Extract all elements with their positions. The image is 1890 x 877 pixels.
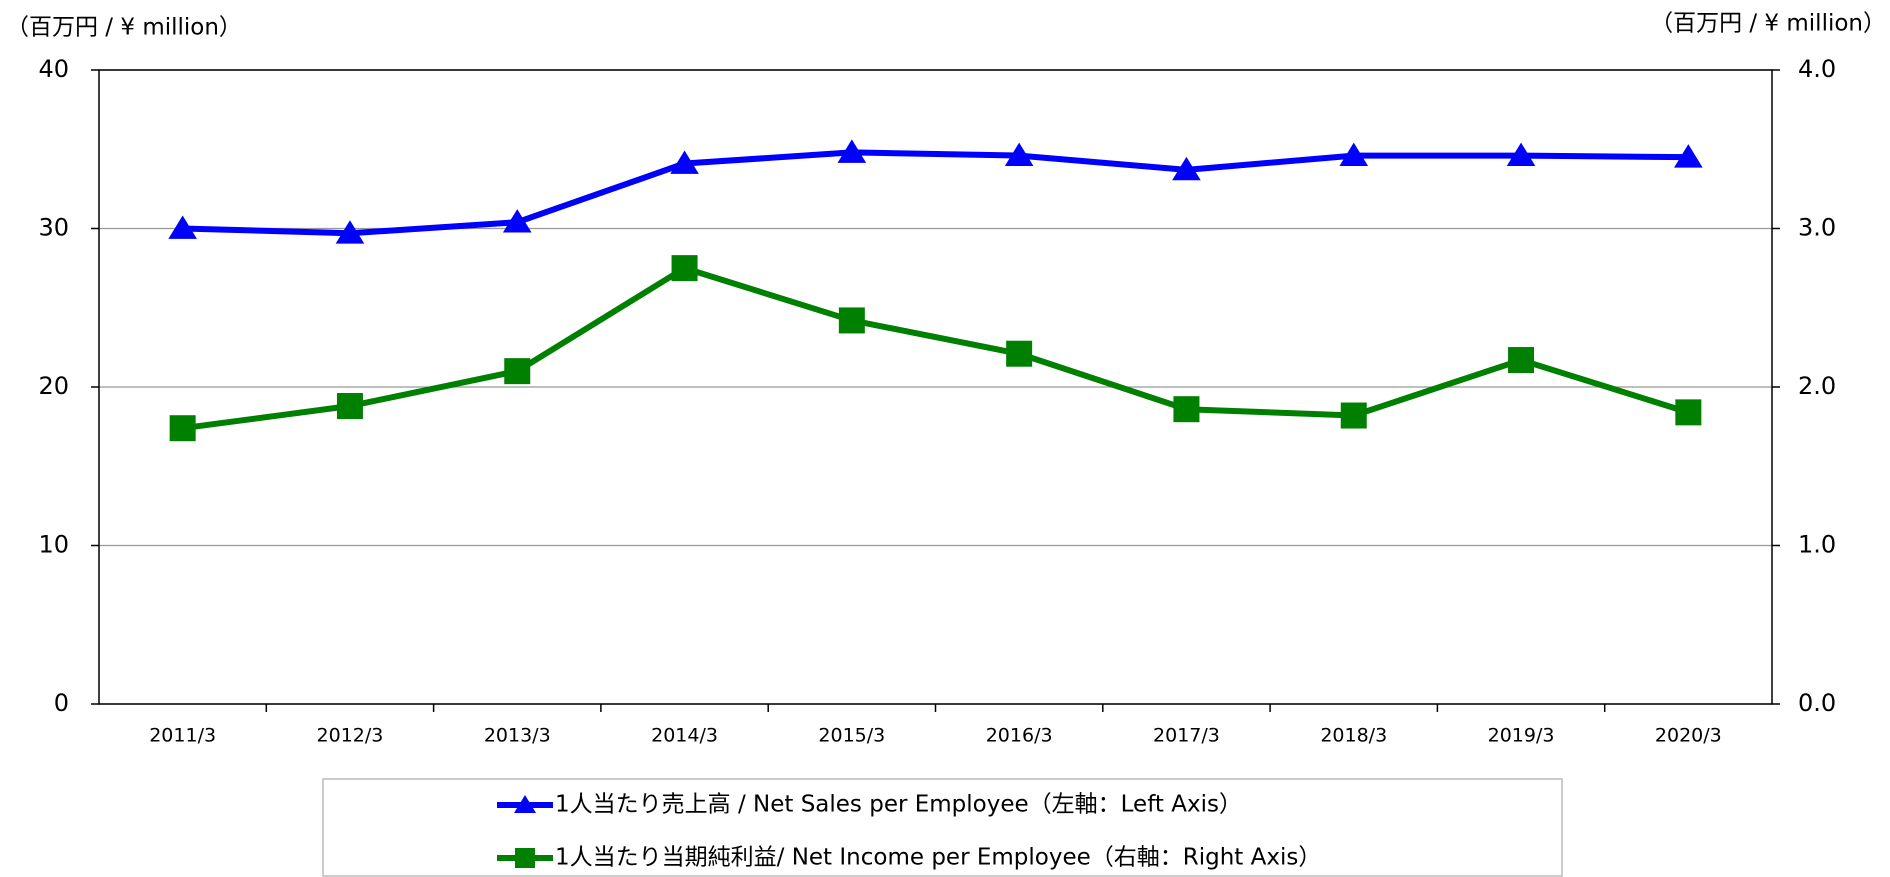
- data-point: [1339, 142, 1369, 166]
- x-tick-label: 2012/3: [317, 725, 384, 747]
- y2-tick-label: 2.0: [1798, 372, 1836, 400]
- x-tick-label: 2016/3: [986, 725, 1053, 747]
- series-line: [182, 149, 1689, 237]
- x-tick-label: 2011/3: [149, 725, 216, 747]
- data-point: [1508, 347, 1535, 374]
- x-tick-label: 2015/3: [818, 725, 885, 747]
- legend-label: 1人当たり売上高 / Net Sales per Employee（左軸：Lef…: [555, 792, 1242, 818]
- data-point: [1173, 396, 1200, 423]
- data-point: [168, 215, 197, 239]
- data-point: [1506, 142, 1536, 166]
- legend-marker: [514, 795, 536, 813]
- x-tick-label: 2018/3: [1320, 725, 1387, 747]
- data-point: [1340, 402, 1367, 429]
- x-tick-label: 2019/3: [1488, 725, 1555, 747]
- y-tick-label: 10: [38, 531, 69, 559]
- data-point: [502, 209, 532, 233]
- legend-label: 1人当たり当期純利益/ Net Income per Employee（右軸：R…: [555, 845, 1321, 871]
- x-tick-label: 2014/3: [651, 725, 718, 747]
- legend-marker: [515, 848, 535, 868]
- series-line: [182, 265, 1690, 432]
- data-point: [504, 358, 531, 385]
- data-point: [336, 393, 363, 420]
- y-unit-label: （百万円 / ¥ million）: [6, 15, 242, 41]
- y2-unit-label: （百万円 / ¥ million）: [1650, 11, 1886, 37]
- x-tick-label: 2017/3: [1153, 725, 1220, 747]
- data-point: [838, 307, 865, 334]
- data-point: [671, 255, 698, 282]
- y-tick-label: 30: [38, 214, 69, 242]
- x-tick-label: 2020/3: [1655, 725, 1722, 747]
- data-point: [1675, 399, 1702, 426]
- y-tick-label: 0: [54, 689, 69, 717]
- data-point: [169, 415, 196, 442]
- y-tick-label: 20: [38, 372, 69, 400]
- y2-tick-label: 0.0: [1798, 689, 1836, 717]
- y2-tick-label: 4.0: [1798, 55, 1836, 83]
- data-point: [1006, 340, 1033, 367]
- data-point: [335, 220, 365, 244]
- data-point: [1172, 156, 1201, 181]
- y2-tick-label: 3.0: [1798, 214, 1836, 242]
- data-point: [837, 139, 867, 163]
- data-point: [670, 150, 699, 174]
- data-point: [1674, 144, 1703, 168]
- x-tick-label: 2013/3: [484, 725, 551, 747]
- y-tick-label: 40: [38, 55, 69, 83]
- y2-tick-label: 1.0: [1798, 531, 1836, 559]
- data-point: [1004, 142, 1034, 166]
